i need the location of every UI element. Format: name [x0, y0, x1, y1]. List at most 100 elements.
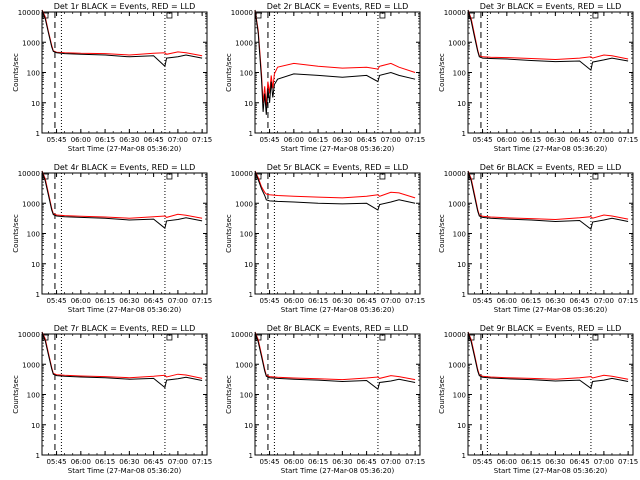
- x-tick-label: 06:30: [332, 297, 352, 305]
- y-tick-label: 1: [36, 291, 40, 299]
- y-tick-label: 1000: [448, 200, 466, 208]
- x-tick-label: 06:15: [95, 458, 115, 466]
- y-tick-label: 10: [244, 100, 253, 108]
- y-axis-label: Counts/sec: [12, 214, 20, 253]
- x-tick-label: 06:30: [332, 458, 352, 466]
- lld-series-line: [254, 170, 416, 199]
- x-tick-label: 06:30: [119, 136, 139, 144]
- panel-title: Det 7r BLACK = Events, RED = LLD: [54, 324, 196, 333]
- plot-frame: [41, 172, 208, 295]
- x-tick-label: 05:45: [472, 297, 492, 305]
- x-tick-label: 06:45: [357, 297, 377, 305]
- lld-series-line: [41, 331, 203, 379]
- x-tick-label: 06:30: [119, 297, 139, 305]
- events-series-line: [254, 9, 416, 115]
- y-tick-label: 100: [240, 392, 253, 400]
- x-tick-label: 06:45: [570, 136, 590, 144]
- lld-series-line: [467, 331, 629, 380]
- y-tick-label: 100: [453, 70, 466, 78]
- y-tick-label: 1000: [235, 39, 253, 47]
- x-tick-label: 06:30: [332, 136, 352, 144]
- y-tick-label: 10000: [444, 9, 466, 17]
- y-tick-label: 100: [453, 231, 466, 239]
- x-tick-label: 05:45: [46, 458, 66, 466]
- y-tick-label: 1: [36, 130, 40, 138]
- x-tick-label: 07:15: [405, 458, 425, 466]
- x-tick-label: 06:30: [119, 458, 139, 466]
- corner-box: [592, 334, 599, 341]
- panel-title: Det 2r BLACK = Events, RED = LLD: [267, 2, 409, 11]
- x-tick-label: 06:00: [284, 458, 304, 466]
- x-tick-label: 06:00: [71, 136, 91, 144]
- panel-title: Det 3r BLACK = Events, RED = LLD: [480, 2, 622, 11]
- x-tick-label: 06:15: [308, 297, 328, 305]
- y-tick-label: 10000: [231, 9, 253, 17]
- panel-title: Det 8r BLACK = Events, RED = LLD: [267, 324, 409, 333]
- y-tick-label: 10: [244, 261, 253, 269]
- lld-series-line: [467, 170, 629, 221]
- panel-title: Det 9r BLACK = Events, RED = LLD: [480, 324, 622, 333]
- corner-box: [468, 12, 475, 19]
- x-axis-label: Start Time (27-Mar-08 05:36:20): [281, 306, 395, 314]
- y-tick-label: 100: [27, 70, 40, 78]
- x-tick-label: 05:45: [46, 297, 66, 305]
- x-tick-label: 06:00: [497, 458, 517, 466]
- y-tick-label: 1: [462, 452, 466, 460]
- y-tick-label: 10000: [18, 170, 40, 178]
- lld-series-line: [41, 9, 203, 57]
- corner-box: [379, 12, 386, 19]
- y-axis-label: Counts/sec: [438, 375, 446, 414]
- events-series-line: [467, 331, 629, 390]
- detector-panel: Det 3r BLACK = Events, RED = LLD 1 10 100 10…: [438, 2, 638, 153]
- panel-title: Det 1r BLACK = Events, RED = LLD: [54, 2, 196, 11]
- plot-frame: [467, 172, 634, 295]
- y-tick-label: 1: [249, 452, 253, 460]
- x-axis-label: Start Time (27-Mar-08 05:36:20): [281, 145, 395, 153]
- y-axis-label: Counts/sec: [438, 214, 446, 253]
- x-tick-label: 06:15: [521, 136, 541, 144]
- lld-series-line: [41, 170, 203, 219]
- y-tick-label: 1000: [22, 39, 40, 47]
- x-tick-label: 05:45: [472, 458, 492, 466]
- y-tick-label: 1: [249, 291, 253, 299]
- x-tick-label: 05:45: [46, 136, 66, 144]
- panel-title: Det 5r BLACK = Events, RED = LLD: [267, 163, 409, 172]
- y-axis-label: Counts/sec: [225, 53, 233, 92]
- x-tick-label: 06:00: [284, 136, 304, 144]
- x-tick-label: 05:45: [259, 297, 279, 305]
- x-tick-label: 07:00: [594, 297, 614, 305]
- x-tick-label: 06:15: [308, 458, 328, 466]
- x-tick-label: 07:00: [168, 458, 188, 466]
- panel-title: Det 4r BLACK = Events, RED = LLD: [54, 163, 196, 172]
- x-tick-label: 07:15: [618, 458, 638, 466]
- x-tick-label: 07:00: [381, 458, 401, 466]
- lld-series-line: [254, 9, 416, 106]
- x-tick-label: 06:00: [71, 297, 91, 305]
- x-tick-label: 07:15: [405, 136, 425, 144]
- y-tick-label: 100: [453, 392, 466, 400]
- x-axis-label: Start Time (27-Mar-08 05:36:20): [68, 306, 182, 314]
- corner-box: [166, 334, 173, 341]
- x-tick-label: 07:00: [168, 297, 188, 305]
- x-tick-label: 06:45: [570, 458, 590, 466]
- corner-box: [379, 334, 386, 341]
- x-tick-label: 06:30: [545, 458, 565, 466]
- y-tick-label: 10: [31, 422, 40, 430]
- corner-box: [166, 12, 173, 19]
- y-tick-label: 10: [244, 422, 253, 430]
- x-tick-label: 05:45: [259, 458, 279, 466]
- events-series-line: [254, 331, 416, 391]
- plot-frame: [254, 172, 421, 295]
- x-tick-label: 07:00: [381, 136, 401, 144]
- x-tick-label: 07:15: [618, 297, 638, 305]
- x-tick-label: 06:30: [545, 136, 565, 144]
- x-axis-label: Start Time (27-Mar-08 05:36:20): [68, 145, 182, 153]
- x-tick-label: 06:45: [144, 458, 164, 466]
- y-tick-label: 100: [27, 231, 40, 239]
- x-tick-label: 06:45: [144, 136, 164, 144]
- y-tick-label: 1: [462, 130, 466, 138]
- y-tick-label: 100: [240, 231, 253, 239]
- y-tick-label: 1000: [22, 361, 40, 369]
- lld-series-line: [254, 331, 416, 381]
- x-tick-label: 06:00: [497, 136, 517, 144]
